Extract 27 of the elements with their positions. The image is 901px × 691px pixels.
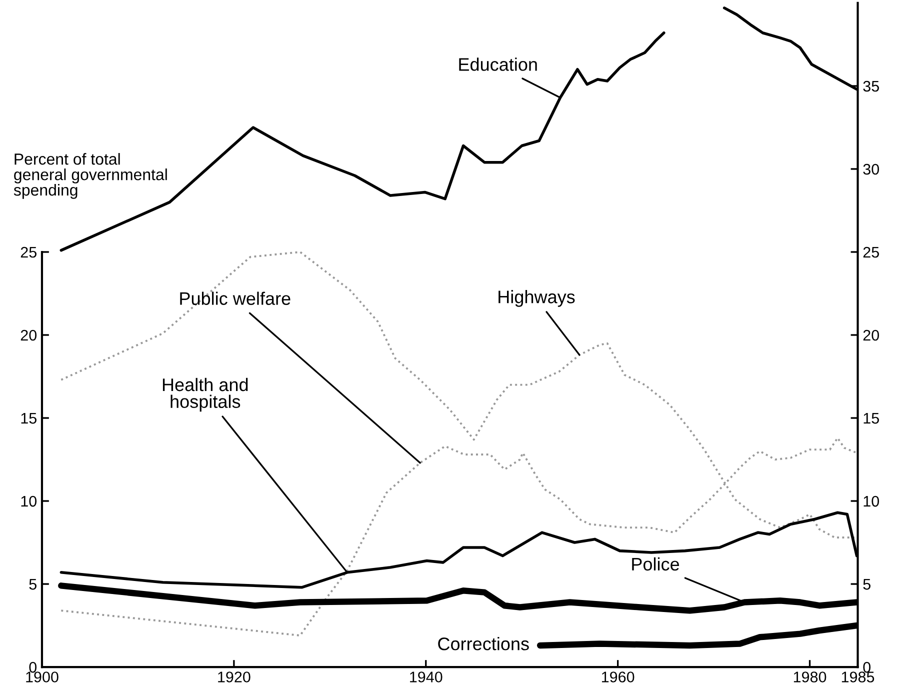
series-label: Police	[632, 557, 680, 571]
series-label: Corrections	[438, 637, 529, 650]
y2-tick-label: 30	[863, 164, 880, 175]
y-tick-label: 0	[29, 662, 37, 673]
text: Public welfare	[180, 292, 290, 305]
y2-tick-label: 15	[864, 413, 879, 424]
y-tick-label: 15	[21, 413, 36, 424]
text: Highways	[498, 290, 575, 307]
y2-tick-label: 5	[863, 579, 870, 590]
y2-tick-label: 35	[863, 80, 879, 92]
x-tick-label: 1985	[842, 672, 874, 682]
y-tick-label: 5	[29, 579, 36, 590]
x-tick-label: 1940	[410, 672, 442, 682]
y2-tick-label: 20	[863, 330, 880, 341]
x-tick-label: 1960	[602, 672, 634, 682]
y-tick-label: 25	[20, 246, 36, 258]
text: Health and hospitals	[162, 378, 248, 412]
x-tick-label: 1980	[794, 672, 826, 682]
series-label: Education	[459, 58, 537, 71]
x-tick-label: 1900	[26, 672, 58, 682]
y2-tick-label: 10	[864, 496, 880, 507]
y-tick-label: 10	[21, 496, 37, 507]
x-tick-label: 1920	[218, 672, 250, 682]
y2-tick-label: 0	[863, 662, 871, 673]
y-axis-title: Percent of total general governmental spending	[14, 153, 167, 199]
y-tick-label: 20	[20, 330, 37, 341]
y2-tick-label: 25	[863, 246, 879, 258]
